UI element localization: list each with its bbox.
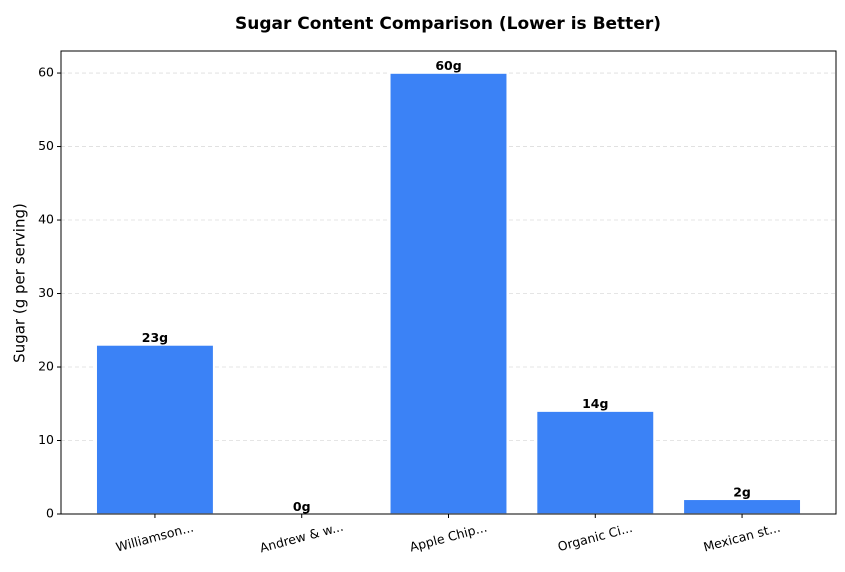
y-tick-label: 10	[38, 432, 54, 447]
x-tick-label: Andrew & w...	[258, 519, 345, 556]
x-tick-label: Organic Ci...	[556, 520, 634, 554]
y-tick-label: 50	[38, 138, 54, 153]
value-label: 2g	[733, 484, 751, 499]
y-tick-label: 0	[46, 506, 54, 521]
value-label: 0g	[293, 499, 311, 514]
y-axis-label: Sugar (g per serving)	[11, 203, 29, 363]
bar	[389, 72, 508, 515]
bar	[535, 410, 655, 515]
y-tick-label: 20	[38, 359, 54, 374]
value-label: 14g	[582, 396, 608, 411]
x-tick-label: Williamson...	[114, 519, 195, 554]
value-label: 60g	[435, 58, 461, 73]
bar	[95, 344, 215, 515]
y-tick-label: 40	[38, 212, 54, 227]
x-tick-label: Mexican st...	[702, 520, 782, 555]
x-tick-label: Apple Chip...	[408, 519, 489, 554]
chart-title: Sugar Content Comparison (Lower is Bette…	[235, 14, 661, 34]
y-tick-label: 30	[38, 285, 54, 300]
y-tick-label: 60	[38, 65, 54, 80]
bar	[682, 498, 802, 515]
value-label: 23g	[142, 330, 168, 345]
